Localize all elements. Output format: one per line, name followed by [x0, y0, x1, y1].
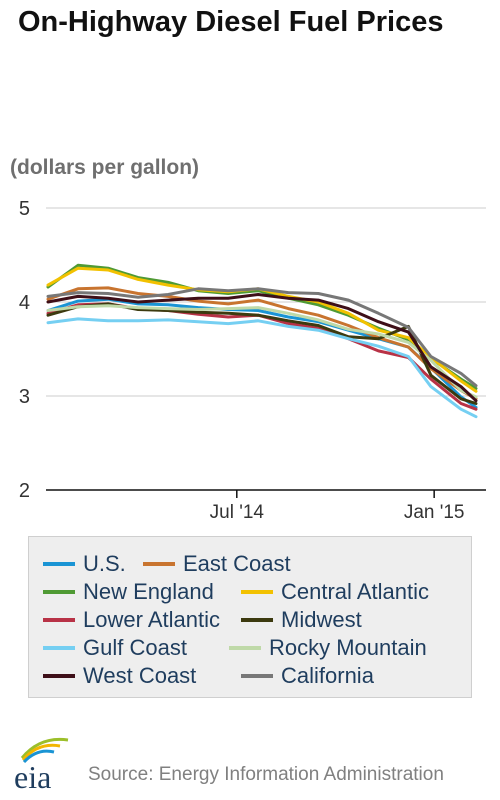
- legend-item: Midwest: [241, 607, 362, 633]
- chart-title: On-Highway Diesel Fuel Prices: [18, 6, 444, 38]
- legend-item: Lower Atlantic: [43, 607, 220, 633]
- x-tick-labels: Jul '14 Jan '15: [210, 490, 465, 523]
- series-lines: [46, 263, 478, 419]
- legend-item: Central Atlantic: [241, 579, 429, 605]
- legend-swatch: [241, 618, 273, 622]
- footer: eia Source: Energy Information Administr…: [0, 730, 500, 800]
- legend-label: Lower Atlantic: [83, 607, 220, 632]
- legend-swatch: [43, 618, 75, 622]
- legend-swatch: [43, 562, 75, 566]
- legend-item: Gulf Coast: [43, 635, 187, 661]
- legend: U.S. East Coast New England Central Atlanti…: [28, 536, 472, 698]
- legend-label: Central Atlantic: [281, 579, 429, 604]
- legend-item: Rocky Mountain: [229, 635, 427, 661]
- svg-text:eia: eia: [14, 759, 51, 795]
- legend-swatch: [43, 674, 75, 678]
- legend-swatch: [241, 590, 273, 594]
- eia-logo-icon: eia: [14, 737, 69, 795]
- source-note: Source: Energy Information Administratio…: [88, 764, 444, 785]
- legend-label: California: [281, 663, 374, 688]
- legend-label: Gulf Coast: [83, 635, 187, 660]
- series-line-west-coast: [46, 293, 478, 403]
- y-tick-label: 2: [19, 480, 30, 502]
- legend-label: New England: [83, 579, 214, 604]
- line-chart: 2 3 4 5 Jul '14 Jan '15: [19, 198, 486, 523]
- x-tick-label: Jul '14: [210, 502, 265, 523]
- legend-label: Midwest: [281, 607, 362, 632]
- legend-label: West Coast: [83, 663, 197, 688]
- legend-swatch: [229, 646, 261, 650]
- y-axis-unit-label: (dollars per gallon): [10, 156, 200, 179]
- y-tick-label: 5: [19, 198, 30, 220]
- legend-item: California: [241, 663, 374, 689]
- series-line-new-england: [46, 263, 478, 390]
- legend-swatch: [43, 646, 75, 650]
- series-line-east-coast: [46, 286, 478, 401]
- y-tick-label: 3: [19, 386, 30, 408]
- y-tick-label: 4: [19, 292, 30, 314]
- legend-swatch: [143, 562, 175, 566]
- series-line-california: [46, 287, 478, 388]
- legend-item: East Coast: [143, 551, 291, 577]
- y-tick-labels: 2 3 4 5: [19, 198, 30, 502]
- legend-label: East Coast: [183, 551, 291, 576]
- legend-label: Rocky Mountain: [269, 635, 427, 660]
- series-line-gulf-coast: [46, 317, 478, 419]
- legend-label: U.S.: [83, 551, 126, 576]
- legend-item: U.S.: [43, 551, 126, 577]
- legend-item: West Coast: [43, 663, 196, 689]
- legend-swatch: [43, 590, 75, 594]
- legend-item: New England: [43, 579, 214, 605]
- x-tick-label: Jan '15: [404, 502, 465, 523]
- series-line-midwest: [46, 302, 478, 405]
- legend-swatch: [241, 674, 273, 678]
